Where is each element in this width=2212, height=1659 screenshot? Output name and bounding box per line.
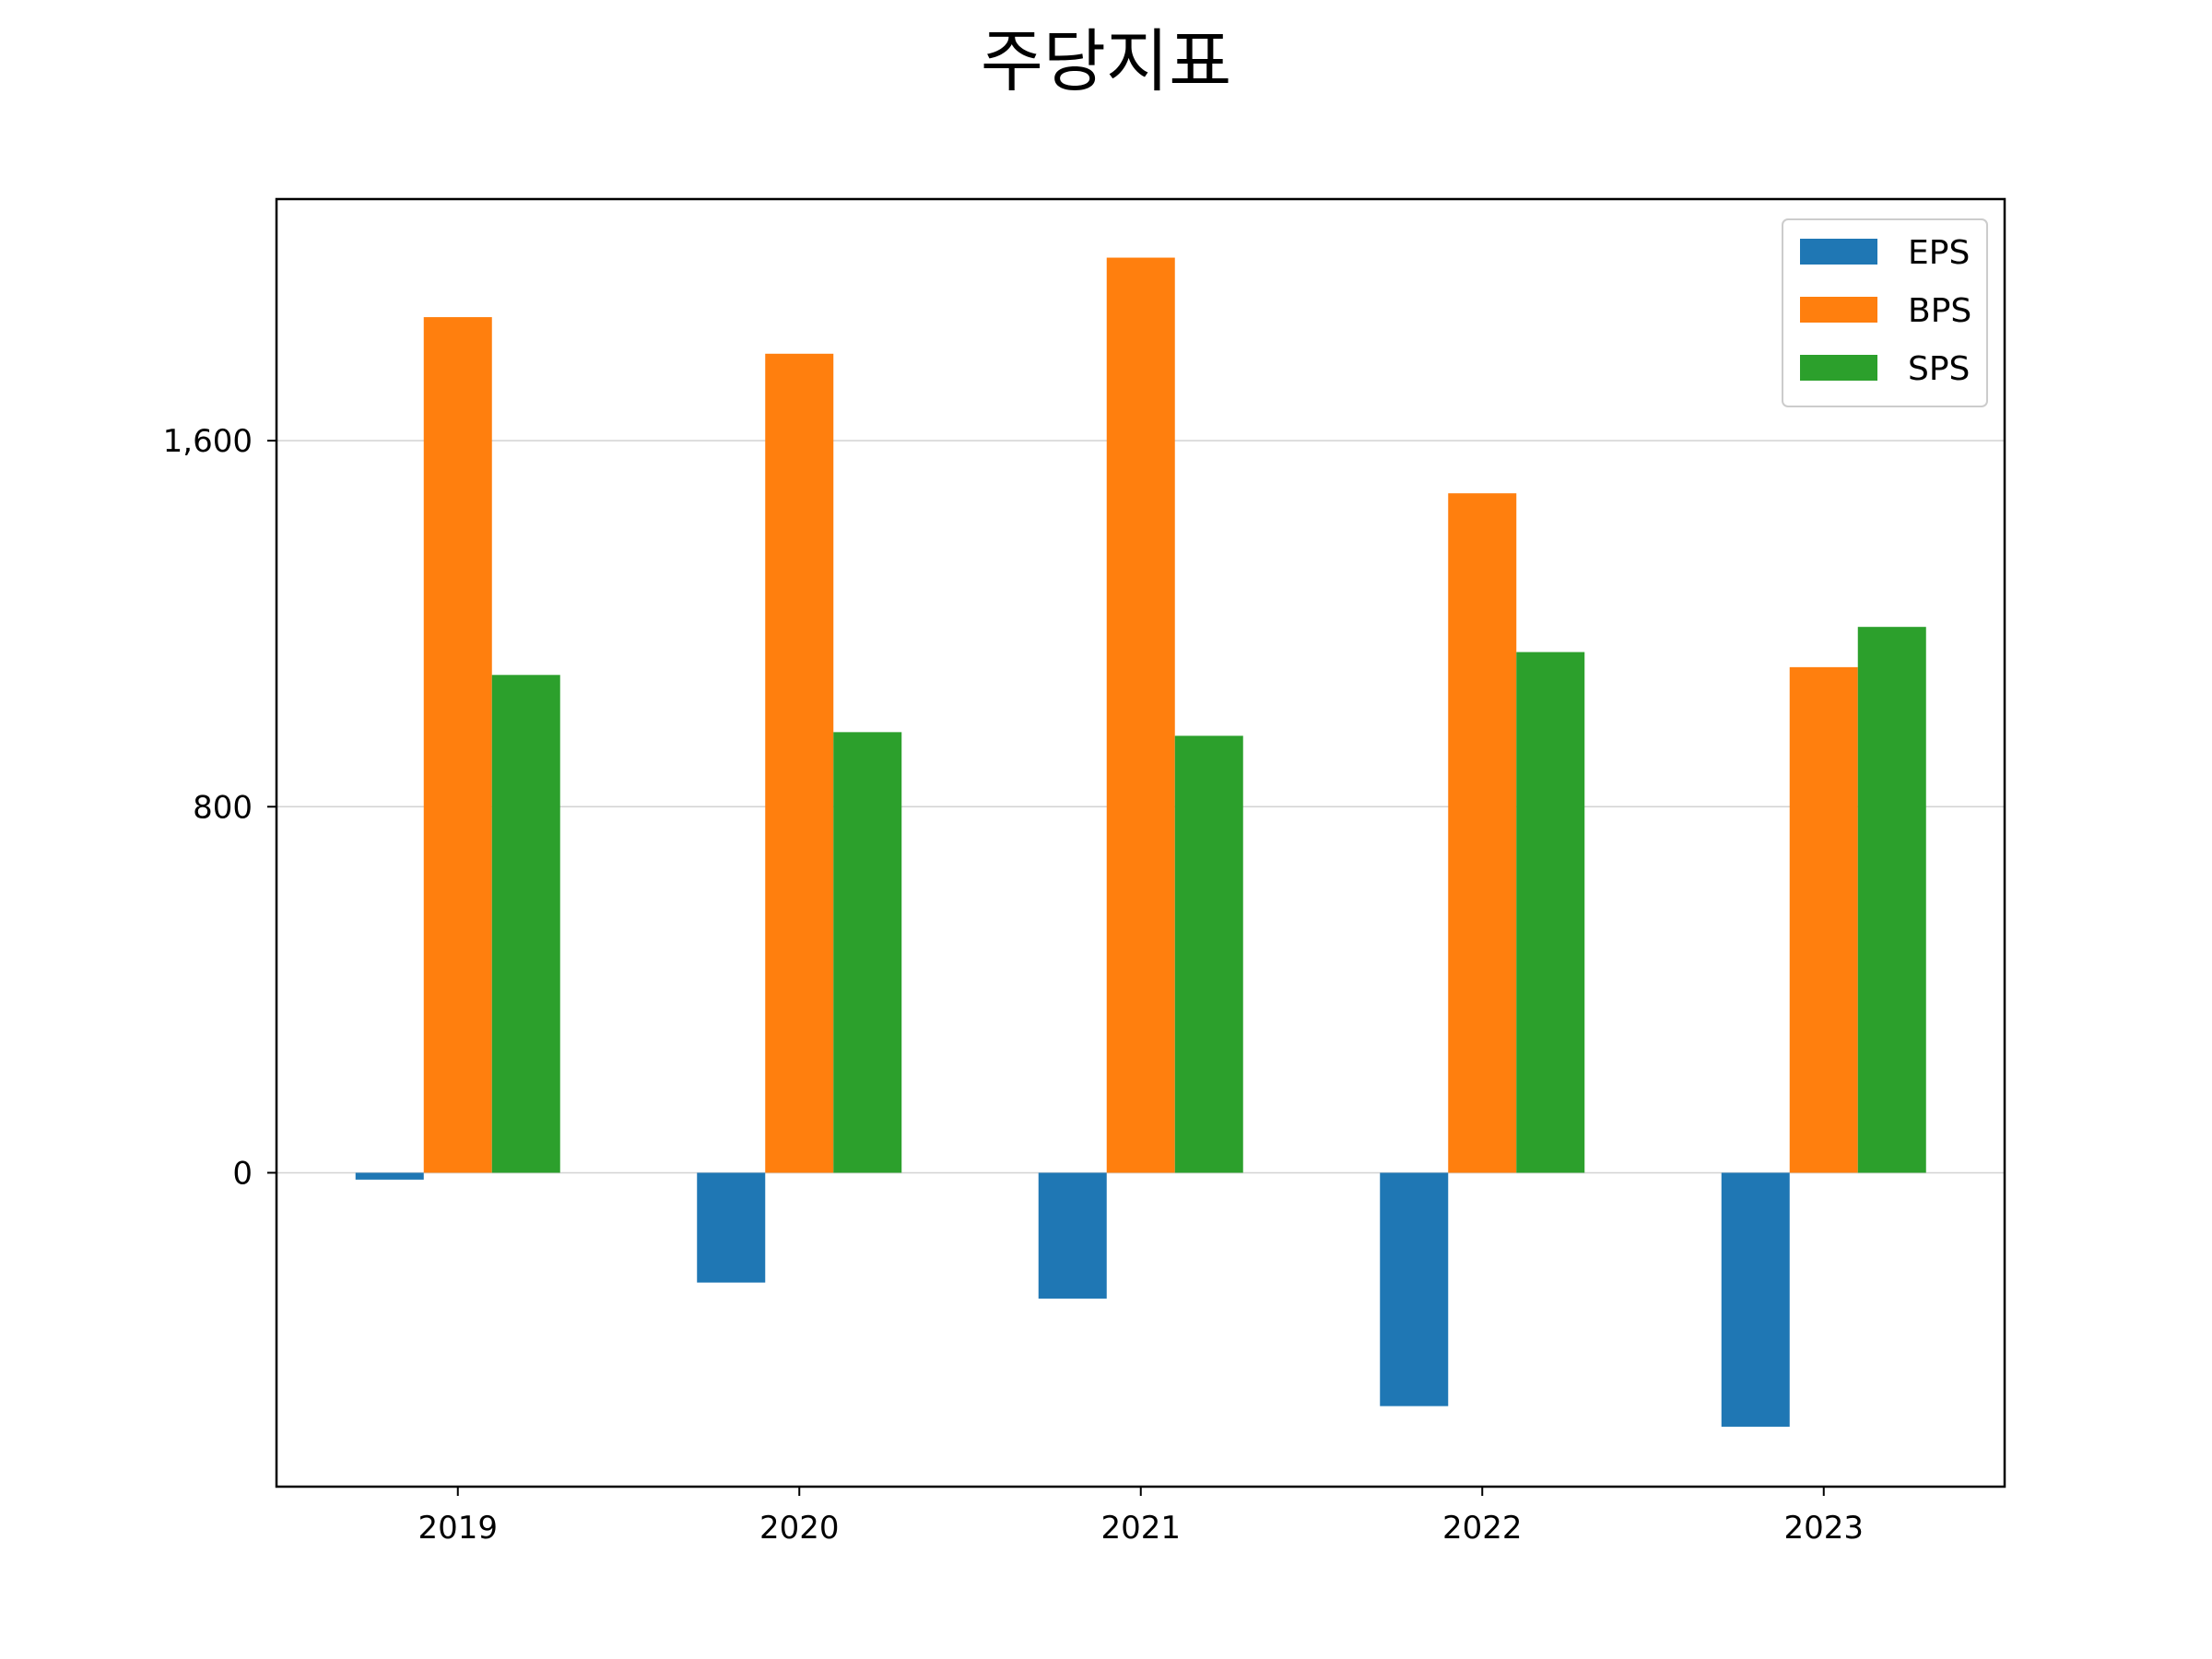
x-tick-label: 2021	[1100, 1510, 1181, 1547]
legend-swatch-sps	[1800, 355, 1877, 381]
y-tick-label: 800	[193, 789, 253, 826]
bar-sps-2021	[1174, 735, 1243, 1173]
y-axis-ticks: 0 800 1,600	[163, 423, 276, 1192]
bar-bps-2021	[1106, 257, 1175, 1173]
y-tick-label: 1,600	[163, 423, 253, 460]
bar-bps-2019	[423, 317, 492, 1173]
bar-eps-2021	[1038, 1172, 1107, 1299]
bar-eps-2019	[355, 1172, 424, 1180]
bar-bps-2023	[1789, 666, 1858, 1173]
bar-sps-2019	[491, 675, 560, 1173]
legend: EPS BPS SPS	[1782, 218, 1988, 407]
x-tick-label: 2019	[418, 1510, 498, 1547]
x-tick-label: 2023	[1783, 1510, 1864, 1547]
bar-sps-2023	[1857, 627, 1926, 1173]
bars	[355, 257, 1926, 1427]
legend-swatch-eps	[1800, 239, 1877, 265]
x-axis-ticks: 2019 2020 2021 2022 2023	[418, 1487, 1864, 1547]
legend-label-eps: EPS	[1908, 234, 1970, 272]
bar-eps-2022	[1380, 1172, 1449, 1406]
bar-eps-2023	[1721, 1172, 1790, 1427]
legend-swatch-bps	[1800, 297, 1877, 323]
bar-bps-2022	[1448, 493, 1517, 1173]
x-tick-label: 2020	[759, 1510, 840, 1547]
y-tick-label: 0	[232, 1155, 253, 1192]
bar-bps-2020	[765, 353, 834, 1173]
x-tick-label: 2022	[1442, 1510, 1523, 1547]
bar-sps-2022	[1516, 652, 1585, 1173]
chart-title: 주당지표	[981, 22, 1231, 101]
bar-eps-2020	[697, 1172, 766, 1283]
legend-label-sps: SPS	[1908, 350, 1970, 388]
legend-label-bps: BPS	[1908, 292, 1971, 330]
bar-sps-2020	[833, 732, 902, 1173]
